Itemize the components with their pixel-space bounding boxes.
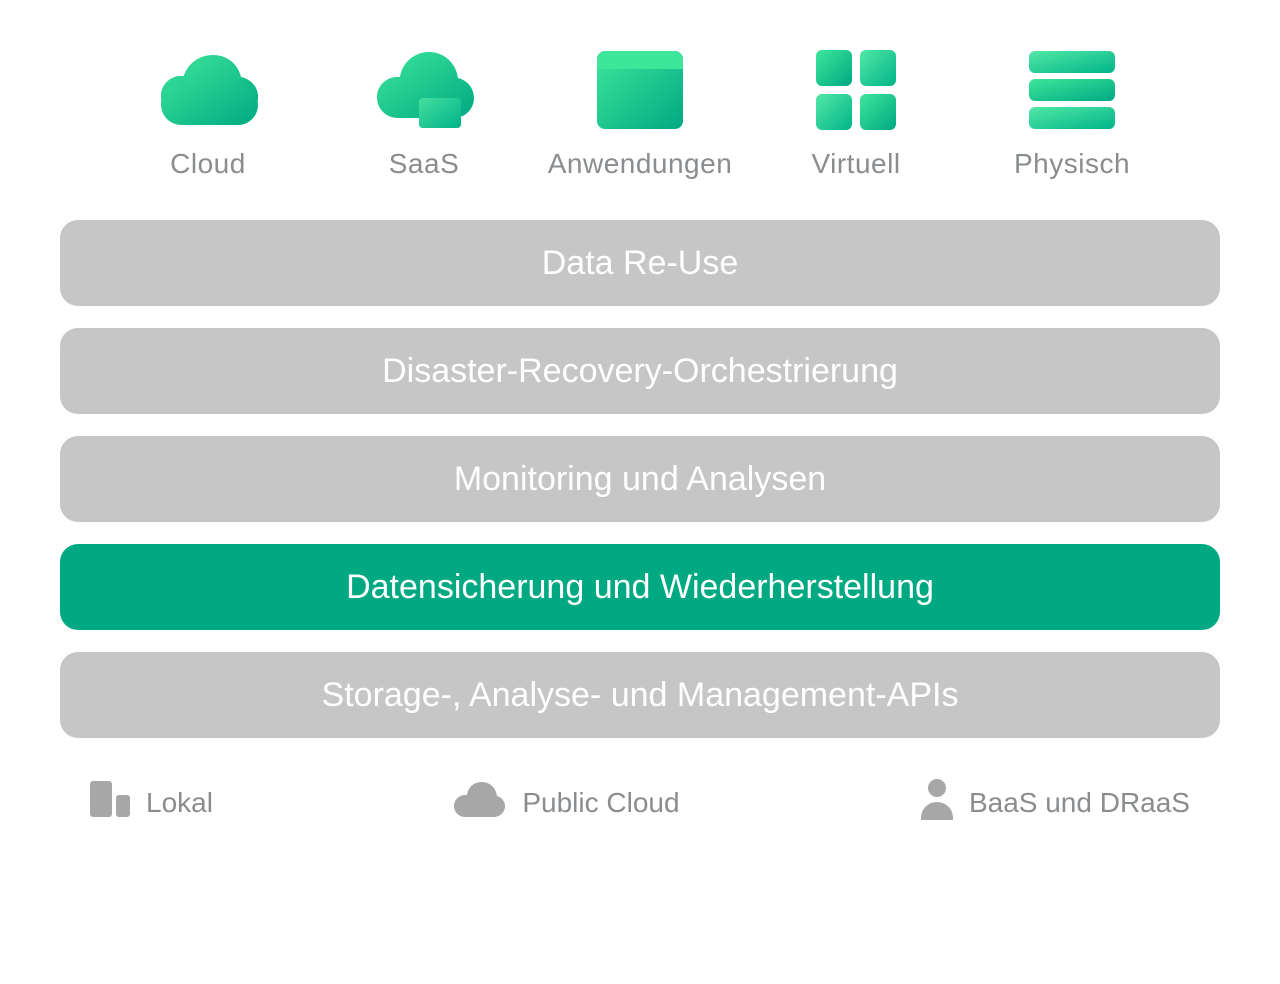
top-item-label: Cloud bbox=[170, 148, 246, 180]
top-item-label: Physisch bbox=[1014, 148, 1130, 180]
layer-label: Storage-, Analyse- und Management-APIs bbox=[322, 676, 959, 715]
top-categories-row: Cloud SaaS Anwendungen bbox=[60, 50, 1220, 180]
bottom-item-label: Lokal bbox=[146, 787, 213, 819]
person-icon bbox=[919, 778, 955, 827]
bottom-item-label: BaaS und DRaaS bbox=[969, 787, 1190, 819]
layer-monitoring: Monitoring und Analysen bbox=[60, 436, 1220, 522]
physisch-icon bbox=[1029, 50, 1115, 130]
layer-apis: Storage-, Analyse- und Management-APIs bbox=[60, 652, 1220, 738]
layer-label: Monitoring und Analysen bbox=[454, 460, 826, 499]
top-item-virtuell: Virtuell bbox=[748, 50, 964, 180]
top-item-physisch: Physisch bbox=[964, 50, 1180, 180]
bottom-item-public-cloud: Public Cloud bbox=[452, 778, 679, 827]
top-item-anwendungen: Anwendungen bbox=[532, 50, 748, 180]
layer-label: Datensicherung und Wiederherstellung bbox=[346, 568, 934, 607]
public-cloud-icon bbox=[452, 780, 508, 825]
saas-icon bbox=[369, 50, 479, 130]
bottom-item-baas-draas: BaaS und DRaaS bbox=[919, 778, 1190, 827]
top-item-label: SaaS bbox=[389, 148, 460, 180]
bottom-item-lokal: Lokal bbox=[90, 778, 213, 827]
top-item-label: Anwendungen bbox=[548, 148, 733, 180]
lokal-icon bbox=[90, 779, 132, 826]
bottom-item-label: Public Cloud bbox=[522, 787, 679, 819]
top-item-saas: SaaS bbox=[316, 50, 532, 180]
layer-dr-orchestration: Disaster-Recovery-Orchestrierung bbox=[60, 328, 1220, 414]
layer-data-reuse: Data Re-Use bbox=[60, 220, 1220, 306]
cloud-icon bbox=[153, 50, 263, 130]
anwendungen-icon bbox=[597, 50, 683, 130]
top-item-label: Virtuell bbox=[811, 148, 900, 180]
top-item-cloud: Cloud bbox=[100, 50, 316, 180]
architecture-layers: Data Re-Use Disaster-Recovery-Orchestrie… bbox=[60, 220, 1220, 738]
layer-label: Disaster-Recovery-Orchestrierung bbox=[382, 352, 898, 391]
layer-label: Data Re-Use bbox=[542, 244, 739, 283]
layer-backup-restore: Datensicherung und Wiederherstellung bbox=[60, 544, 1220, 630]
virtuell-icon bbox=[816, 50, 896, 130]
deployment-targets-row: Lokal Public Cloud BaaS und DRaaS bbox=[60, 778, 1220, 827]
